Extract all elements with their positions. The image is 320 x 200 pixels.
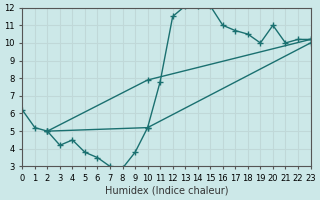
X-axis label: Humidex (Indice chaleur): Humidex (Indice chaleur) [105, 186, 228, 196]
